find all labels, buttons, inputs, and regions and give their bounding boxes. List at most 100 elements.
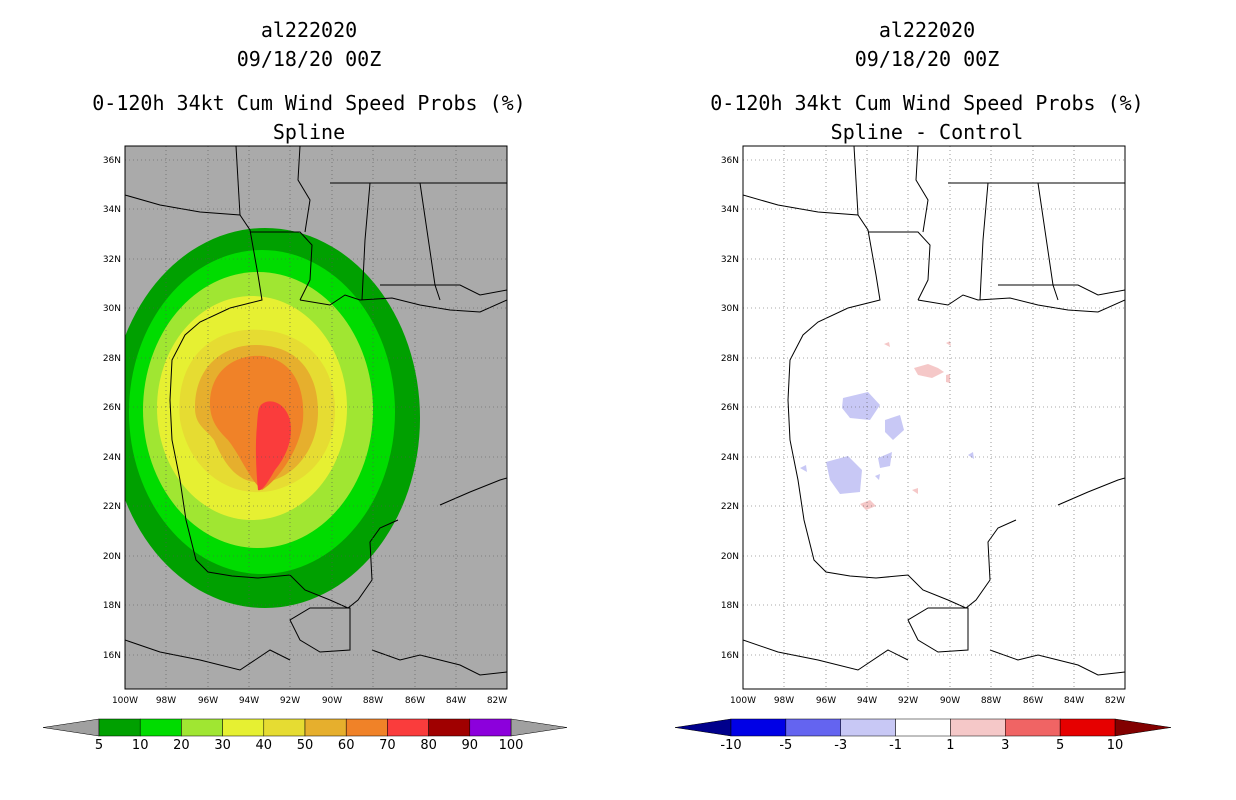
left-colorbar-swatch xyxy=(469,718,512,737)
left-colorbar-swatch xyxy=(222,718,265,737)
right-colorbar-swatch xyxy=(895,718,951,737)
left-lat-label: 36N xyxy=(103,156,121,166)
right-colorbar-label: -5 xyxy=(779,738,792,753)
right-lat-label: 18N xyxy=(721,601,739,611)
right-map-background xyxy=(743,146,1125,689)
right-lat-label: 32N xyxy=(721,255,739,265)
right-colorbar-label: 5 xyxy=(1056,738,1064,753)
right-lon-label: 92W xyxy=(898,696,918,706)
right-colorbar: -10 -5 -3 -1 1 3 5 10 xyxy=(674,718,1172,753)
left-colorbar-label: 5 xyxy=(95,738,103,753)
left-subtitle: Spline xyxy=(272,120,346,144)
left-colorbar-high-arrow xyxy=(510,718,568,737)
right-gridlines xyxy=(743,146,1125,689)
right-lon-label: 82W xyxy=(1105,696,1125,706)
right-lon-label: 90W xyxy=(940,696,960,706)
right-colorbar-label: 3 xyxy=(1001,738,1009,753)
left-lat-label: 16N xyxy=(103,651,121,661)
left-colorbar-label: 30 xyxy=(214,738,231,753)
right-lat-label: 28N xyxy=(721,354,739,364)
left-colorbar-label: 60 xyxy=(338,738,355,753)
left-colorbar-swatch xyxy=(98,718,141,737)
left-lat-label: 26N xyxy=(103,403,121,413)
right-colorbar-swatch xyxy=(785,718,841,737)
left-colorbar-swatch xyxy=(139,718,182,737)
right-colorbar-label: 1 xyxy=(946,738,954,753)
right-lon-label: 94W xyxy=(857,696,877,706)
left-gridlines xyxy=(125,146,507,689)
right-lon-label: 96W xyxy=(816,696,836,706)
right-colorbar-label: -3 xyxy=(834,738,847,753)
right-map xyxy=(743,146,1125,689)
right-lat-label: 30N xyxy=(721,304,739,314)
left-lon-label: 88W xyxy=(363,696,383,706)
left-colorbar-swatch xyxy=(387,718,429,737)
left-lat-label: 30N xyxy=(103,304,121,314)
right-lon-label: 84W xyxy=(1064,696,1084,706)
right-lat-label: 24N xyxy=(721,453,739,463)
right-coastlines xyxy=(743,146,1125,676)
left-lat-label: 20N xyxy=(103,552,121,562)
right-colorbar-swatch xyxy=(950,718,1006,737)
left-colorbar-label: 100 xyxy=(499,738,524,753)
right-lat-label: 22N xyxy=(721,502,739,512)
left-colorbar-swatch xyxy=(263,718,306,737)
right-colorbar-label: 10 xyxy=(1107,738,1124,753)
left-colorbar: 5 10 20 30 40 50 60 70 80 90 100 xyxy=(42,718,568,753)
left-coastlines xyxy=(125,146,507,676)
right-datetime: 09/18/20 00Z xyxy=(854,47,1000,71)
right-colorbar-swatch xyxy=(840,718,896,737)
left-colorbar-label: 70 xyxy=(379,738,396,753)
left-lon-label: 96W xyxy=(198,696,218,706)
right-lon-label: 86W xyxy=(1023,696,1043,706)
right-colorbar-label: -1 xyxy=(889,738,902,753)
left-colorbar-label: 40 xyxy=(256,738,273,753)
left-colorbar-swatch xyxy=(428,718,471,737)
right-lat-label: 34N xyxy=(721,205,739,215)
left-lat-label: 18N xyxy=(103,601,121,611)
left-colorbar-swatch xyxy=(181,718,223,737)
right-colorbar-high-arrow xyxy=(1114,718,1172,737)
left-lat-label: 22N xyxy=(103,502,121,512)
left-lat-label: 24N xyxy=(103,453,121,463)
right-subtitle: Spline - Control xyxy=(830,120,1024,144)
axis-labels: 16N 18N 20N 22N 24N 26N 28N 30N 32N 34N 36N 100W 98W… xyxy=(103,156,1125,706)
right-difference-patches xyxy=(800,341,974,510)
left-map xyxy=(125,146,507,689)
left-probability-contours xyxy=(125,228,420,608)
right-lat-label: 16N xyxy=(721,651,739,661)
right-lon-label: 100W xyxy=(730,696,756,706)
left-lon-label: 94W xyxy=(239,696,259,706)
left-lon-label: 90W xyxy=(322,696,342,706)
left-lon-label: 82W xyxy=(487,696,507,706)
right-colorbar-swatch xyxy=(1005,718,1061,737)
right-colorbar-low-arrow xyxy=(674,718,732,737)
right-colorbar-swatch xyxy=(730,718,787,737)
left-colorbar-label: 20 xyxy=(173,738,190,753)
left-datetime: 09/18/20 00Z xyxy=(236,47,382,71)
left-storm-id: al222020 xyxy=(260,18,358,42)
right-lon-label: 88W xyxy=(981,696,1001,706)
left-colorbar-label: 90 xyxy=(462,738,479,753)
left-colorbar-swatch xyxy=(304,718,347,737)
left-colorbar-label: 10 xyxy=(132,738,149,753)
right-lat-label: 36N xyxy=(721,156,739,166)
left-lon-label: 98W xyxy=(156,696,176,706)
right-colorbar-swatch xyxy=(1059,718,1116,737)
left-colorbar-low-arrow xyxy=(42,718,100,737)
left-lat-label: 32N xyxy=(103,255,121,265)
right-colorbar-label: -10 xyxy=(720,738,741,753)
right-product-title: 0-120h 34kt Cum Wind Speed Probs (%) xyxy=(710,91,1144,115)
right-map-frame xyxy=(742,145,1126,690)
left-colorbar-label: 80 xyxy=(420,738,437,753)
left-lat-label: 34N xyxy=(103,205,121,215)
left-colorbar-swatch xyxy=(345,718,388,737)
right-lat-label: 26N xyxy=(721,403,739,413)
left-lon-label: 86W xyxy=(405,696,425,706)
left-lon-label: 84W xyxy=(446,696,466,706)
left-colorbar-label: 50 xyxy=(297,738,314,753)
left-lat-label: 28N xyxy=(103,354,121,364)
left-lon-label: 92W xyxy=(280,696,300,706)
left-map-frame xyxy=(124,145,508,690)
